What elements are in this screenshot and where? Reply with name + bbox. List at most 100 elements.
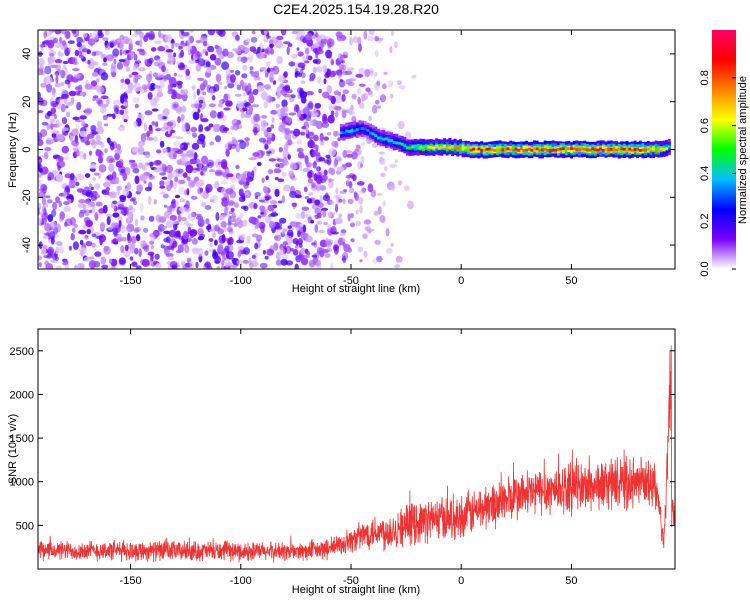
noise-speck [254,113,262,122]
tone-cell [562,147,565,151]
noise-speck [242,92,246,97]
noise-speck [222,48,229,57]
colorbar-tick-label: 0.0 [699,261,711,276]
noise-speck [302,55,306,62]
noise-speck [297,254,305,260]
noise-speck [47,39,55,49]
noise-speck [109,158,116,163]
noise-speck [268,133,273,138]
tone-cell [366,129,370,132]
noise-speck [225,250,234,260]
noise-speck [224,143,230,151]
noise-speck [49,117,55,124]
noise-speck [191,103,198,109]
noise-speck [106,216,111,226]
noise-speck [92,97,97,102]
noise-speck [211,231,216,238]
noise-speck [277,200,283,204]
noise-speck [267,204,275,212]
noise-speck [378,151,386,155]
noise-speck [336,69,343,76]
noise-speck [374,50,379,58]
tone-cell [369,131,372,135]
noise-speck [89,163,97,169]
noise-speck [203,219,210,224]
noise-speck [262,185,268,193]
snr-frame [37,328,676,570]
noise-speck [120,245,125,254]
noise-speck [136,184,143,193]
noise-speck [306,251,311,256]
colorbar-label: Normalized spectral amplitude [737,76,749,224]
tone-cell [525,148,528,152]
noise-speck [304,235,313,243]
noise-speck [215,169,223,176]
noise-speck [224,85,227,90]
noise-speck [246,171,252,179]
noise-speck [172,140,181,147]
noise-speck [389,163,398,168]
noise-speck [75,123,80,131]
noise-speck [56,103,63,110]
noise-speck [355,209,359,215]
noise-speck [308,77,315,82]
tone-cell [575,148,579,152]
noise-speck [215,162,223,170]
noise-speck [58,218,64,222]
noise-speck [275,163,280,168]
noise-speck [211,233,217,239]
noise-speck [112,200,118,205]
noise-speck [306,162,311,169]
noise-speck [123,206,129,215]
figure-title: C2E4.2025.154.19.28.R20 [273,1,439,17]
noise-speck [123,249,131,257]
noise-speck [102,115,108,121]
noise-speck [210,142,214,146]
noise-speck [364,68,371,78]
tone-cell [353,129,357,133]
noise-speck [177,116,182,124]
noise-speck [225,148,230,157]
noise-speck [367,183,374,193]
noise-speck [117,216,123,223]
tone-cell [435,144,439,148]
noise-speck [57,165,61,171]
noise-speck [61,40,67,46]
noise-speck [153,199,157,205]
colorbar-tick-label: 0.6 [699,118,711,133]
tone-cell [414,144,417,148]
tone-cell [654,148,658,152]
noise-speck [144,162,148,171]
noise-speck [258,222,266,229]
noise-speck [141,173,148,182]
noise-speck [208,103,216,108]
noise-speck [179,144,185,148]
noise-speck [315,54,319,59]
noise-speck [317,48,324,55]
noise-speck [377,205,382,215]
noise-speck [281,171,287,177]
noise-speck [214,180,220,189]
noise-speck [383,71,388,75]
tone-cell [363,127,367,131]
noise-speck [155,263,162,269]
noise-speck [326,85,333,94]
noise-speck [350,238,355,243]
noise-speck [237,245,245,251]
noise-speck [368,93,374,98]
snr-x-tick-label: -150 [120,575,142,587]
noise-speck [75,181,80,187]
noise-speck [200,171,204,176]
noise-speck [166,56,175,66]
noise-speck [372,104,378,114]
noise-speck [223,107,231,111]
noise-speck [104,148,108,154]
noise-speck [54,59,63,64]
noise-speck [139,39,143,48]
noise-speck [104,30,110,36]
noise-speck [337,37,343,42]
noise-speck [92,194,96,198]
noise-speck [55,223,62,233]
noise-speck [171,43,175,49]
noise-speck [142,246,148,250]
